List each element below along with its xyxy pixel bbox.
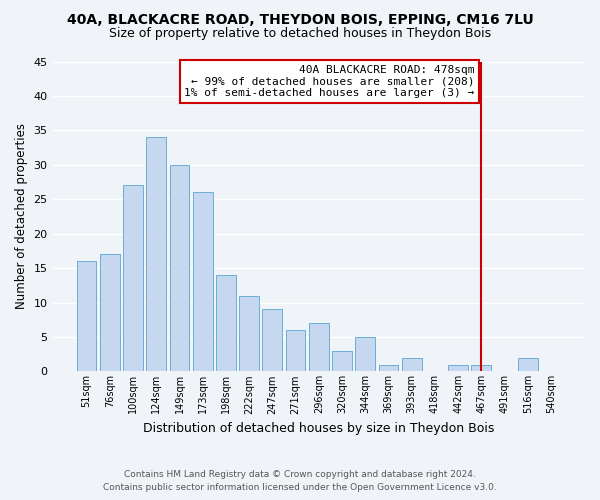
Text: Size of property relative to detached houses in Theydon Bois: Size of property relative to detached ho… [109, 28, 491, 40]
Bar [402, 358, 422, 372]
Bar [239, 296, 259, 372]
Y-axis label: Number of detached properties: Number of detached properties [15, 124, 28, 310]
Bar [472, 364, 491, 372]
Bar [100, 254, 119, 372]
Text: 40A BLACKACRE ROAD: 478sqm
← 99% of detached houses are smaller (208)
1% of semi: 40A BLACKACRE ROAD: 478sqm ← 99% of deta… [184, 65, 475, 98]
Bar [309, 323, 329, 372]
Bar [448, 364, 468, 372]
Bar [146, 138, 166, 372]
Bar [262, 310, 282, 372]
Text: 40A, BLACKACRE ROAD, THEYDON BOIS, EPPING, CM16 7LU: 40A, BLACKACRE ROAD, THEYDON BOIS, EPPIN… [67, 12, 533, 26]
Bar [286, 330, 305, 372]
Bar [216, 275, 236, 372]
Bar [355, 337, 375, 372]
X-axis label: Distribution of detached houses by size in Theydon Bois: Distribution of detached houses by size … [143, 422, 494, 435]
Bar [518, 358, 538, 372]
Bar [123, 186, 143, 372]
Bar [170, 165, 190, 372]
Bar [332, 350, 352, 372]
Bar [193, 192, 212, 372]
Bar [77, 261, 97, 372]
Bar [379, 364, 398, 372]
Text: Contains HM Land Registry data © Crown copyright and database right 2024.
Contai: Contains HM Land Registry data © Crown c… [103, 470, 497, 492]
